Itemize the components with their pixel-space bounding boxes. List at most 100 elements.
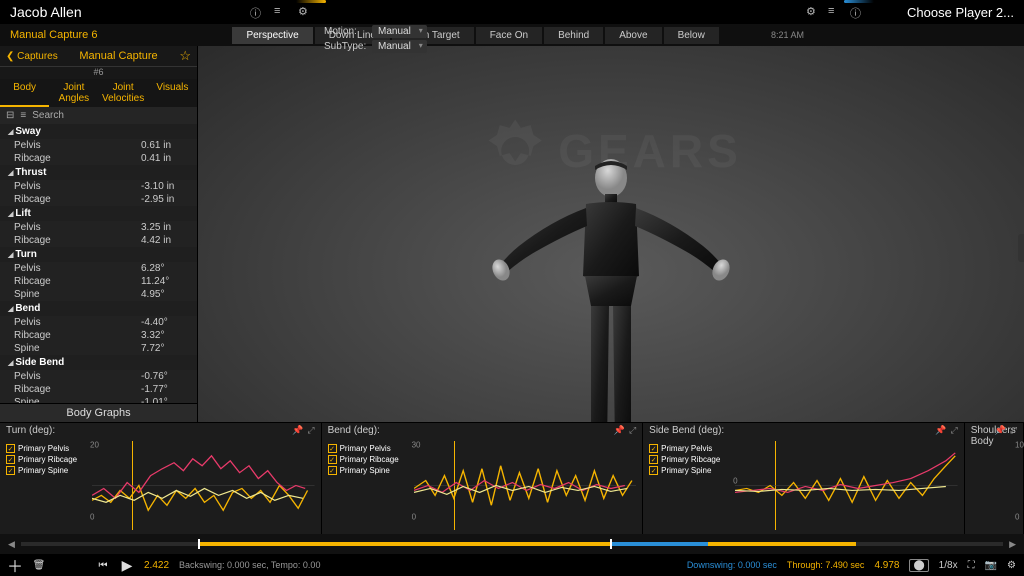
checkbox-icon[interactable]: ✓ <box>649 455 658 464</box>
timeline-track[interactable] <box>21 542 1003 546</box>
add-button[interactable]: ＋ <box>8 558 22 572</box>
body-graphs-button[interactable]: Body Graphs <box>0 403 197 422</box>
view-tab-perspective[interactable]: Perspective <box>232 27 312 44</box>
camera-icon[interactable]: 📷 <box>985 560 997 571</box>
legend-label: Primary Pelvis <box>340 444 391 453</box>
graph-area[interactable]: 0 <box>735 441 958 530</box>
group-header[interactable]: Bend <box>0 301 197 316</box>
data-row[interactable]: Pelvis-3.10 in <box>0 180 197 193</box>
group-header[interactable]: Thrust <box>0 165 197 180</box>
data-row[interactable]: Ribcage-1.77° <box>0 383 197 396</box>
checkbox-icon[interactable]: ✓ <box>328 444 337 453</box>
checkbox-icon[interactable]: ✓ <box>649 466 658 475</box>
timeline-next-icon[interactable]: ▶ <box>1009 539 1016 550</box>
star-icon[interactable]: ☆ <box>179 48 191 64</box>
view-tab-behind[interactable]: Behind <box>544 27 603 44</box>
list-icon[interactable]: ≡ <box>828 5 842 19</box>
tab-body[interactable]: Body <box>0 79 49 107</box>
settings-icon[interactable]: ⚙ <box>1007 560 1016 571</box>
timeline-segment-backswing <box>198 542 611 546</box>
timeline-handle-mid[interactable] <box>610 539 612 549</box>
choose-player-button[interactable]: Choose Player 2... <box>907 5 1024 20</box>
timeline-prev-icon[interactable]: ◀ <box>8 539 15 550</box>
expand-icon[interactable]: ⤢ <box>307 425 314 436</box>
group-header[interactable]: Turn <box>0 247 197 262</box>
group-header[interactable]: Lift <box>0 206 197 221</box>
checkbox-icon[interactable]: ✓ <box>6 455 15 464</box>
legend-item[interactable]: ✓Primary Spine <box>328 465 410 476</box>
expand-icon[interactable]: ⤢ <box>951 425 958 436</box>
search-label[interactable]: Search <box>32 110 64 121</box>
checkbox-icon[interactable]: ✓ <box>328 466 337 475</box>
checkbox-icon[interactable]: ✓ <box>6 466 15 475</box>
subtype-dropdown[interactable]: Manual <box>372 40 427 53</box>
speed-label[interactable]: 1/8x <box>939 560 958 571</box>
legend-item[interactable]: ✓Primary Ribcage <box>328 454 410 465</box>
timeline-handle-start[interactable] <box>198 539 200 549</box>
checkbox-icon[interactable]: ✓ <box>6 444 15 453</box>
data-row[interactable]: Ribcage0.41 in <box>0 152 197 165</box>
data-row[interactable]: Spine4.95° <box>0 288 197 301</box>
data-row[interactable]: Pelvis6.28° <box>0 262 197 275</box>
data-row[interactable]: Ribcage-2.95 in <box>0 193 197 206</box>
delete-button[interactable]: 🗑 <box>32 558 46 572</box>
graph-area[interactable]: 300 <box>414 441 637 530</box>
timestamp: 8:21 AM <box>771 30 1024 40</box>
data-row[interactable]: Ribcage3.32° <box>0 329 197 342</box>
pin-icon[interactable]: 📌 <box>995 425 1006 436</box>
data-value: -4.40° <box>141 317 189 328</box>
expand-icon[interactable]: ⤢ <box>629 425 636 436</box>
expand-icon[interactable]: ⤢ <box>1010 425 1017 436</box>
data-value: 4.95° <box>141 289 189 300</box>
pin-icon[interactable]: 📌 <box>292 425 303 436</box>
data-label: Spine <box>14 343 141 354</box>
group-header[interactable]: Side Bend <box>0 355 197 370</box>
crop-icon[interactable]: ⛶ <box>968 560 975 571</box>
legend-item[interactable]: ✓Primary Pelvis <box>6 443 88 454</box>
pin-icon[interactable]: 📌 <box>614 425 625 436</box>
tab-visuals[interactable]: Visuals <box>148 79 197 107</box>
legend-item[interactable]: ✓Primary Spine <box>649 465 731 476</box>
data-row[interactable]: Spine-1.01° <box>0 396 197 403</box>
data-row[interactable]: Pelvis3.25 in <box>0 221 197 234</box>
legend-item[interactable]: ✓Primary Pelvis <box>328 443 410 454</box>
info-icon[interactable]: ⓘ <box>250 5 264 19</box>
legend-label: Primary Spine <box>661 466 711 475</box>
graph-area[interactable]: 2000246 <box>92 441 315 530</box>
group-header[interactable]: Sway <box>0 124 197 139</box>
checkbox-icon[interactable]: ✓ <box>328 455 337 464</box>
data-row[interactable]: Ribcage4.42 in <box>0 234 197 247</box>
timeline[interactable]: ◀ ▶ <box>0 534 1024 554</box>
info-icon[interactable]: ⓘ <box>850 5 864 19</box>
list-toggle-icon[interactable]: ⊟ <box>6 110 14 121</box>
skip-back-button[interactable]: ⏮ <box>96 558 110 572</box>
motion-dropdown[interactable]: Manual <box>372 25 427 38</box>
list-icon[interactable]: ≡ <box>274 5 288 19</box>
legend-item[interactable]: ✓Primary Pelvis <box>649 443 731 454</box>
gear-icon[interactable]: ⚙ <box>806 5 820 19</box>
list-collapse-icon[interactable]: ≡ <box>20 110 26 121</box>
tab-joint-velocities[interactable]: Joint Velocities <box>99 79 148 107</box>
view-tab-below[interactable]: Below <box>664 27 719 44</box>
data-row[interactable]: Pelvis-0.76° <box>0 370 197 383</box>
data-row[interactable]: Pelvis0.61 in <box>0 139 197 152</box>
expand-handle[interactable] <box>1018 234 1024 262</box>
legend-item[interactable]: ✓Primary Ribcage <box>6 454 88 465</box>
data-row[interactable]: Pelvis-4.40° <box>0 316 197 329</box>
view-tab-above[interactable]: Above <box>605 27 661 44</box>
record-icon[interactable]: ⬤ <box>909 559 928 572</box>
data-label: Ribcage <box>14 153 141 164</box>
checkbox-icon[interactable]: ✓ <box>649 444 658 453</box>
view-tab-face-on[interactable]: Face On <box>476 27 542 44</box>
data-row[interactable]: Spine7.72° <box>0 342 197 355</box>
back-button[interactable]: ❮ Captures <box>6 51 58 62</box>
legend-item[interactable]: ✓Primary Spine <box>6 465 88 476</box>
data-row[interactable]: Ribcage11.24° <box>0 275 197 288</box>
gear-icon[interactable]: ⚙ <box>298 5 312 19</box>
legend-item[interactable]: ✓Primary Ribcage <box>649 454 731 465</box>
pin-icon[interactable]: 📌 <box>935 425 946 436</box>
tab-joint-angles[interactable]: Joint Angles <box>49 79 98 107</box>
play-button[interactable]: ▶ <box>120 558 134 572</box>
data-list[interactable]: SwayPelvis0.61 inRibcage0.41 inThrustPel… <box>0 124 197 403</box>
viewport-3d[interactable]: GEARS <box>198 46 1024 422</box>
